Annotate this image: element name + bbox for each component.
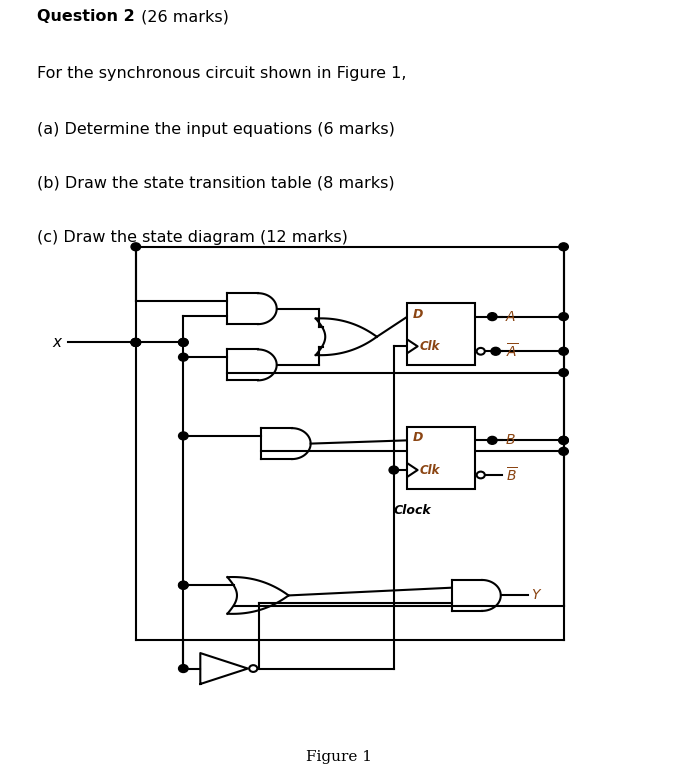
Bar [407, 303, 475, 365]
Text: $\overline{B}$: $\overline{B}$ [506, 465, 517, 484]
Circle shape [559, 437, 568, 444]
Circle shape [488, 312, 497, 320]
Circle shape [179, 353, 188, 361]
Text: Clk: Clk [420, 464, 440, 476]
Text: (a) Determine the input equations (6 marks): (a) Determine the input equations (6 mar… [37, 122, 395, 137]
Bar [407, 426, 475, 489]
Circle shape [559, 437, 568, 444]
Text: Question 2: Question 2 [37, 9, 135, 24]
Text: (b) Draw the state transition table (8 marks): (b) Draw the state transition table (8 m… [37, 176, 395, 191]
Text: x: x [52, 335, 61, 350]
Circle shape [179, 338, 188, 346]
Circle shape [249, 665, 257, 672]
Circle shape [179, 665, 188, 672]
Circle shape [131, 243, 141, 251]
Circle shape [477, 472, 485, 478]
Text: (c) Draw the state diagram (12 marks): (c) Draw the state diagram (12 marks) [37, 230, 348, 244]
Circle shape [559, 348, 568, 355]
Text: Figure 1: Figure 1 [306, 750, 373, 764]
Circle shape [131, 338, 141, 346]
Circle shape [488, 437, 497, 444]
Text: Clk: Clk [420, 340, 440, 353]
Circle shape [179, 338, 188, 346]
Circle shape [179, 432, 188, 440]
Circle shape [559, 448, 568, 455]
Circle shape [491, 348, 500, 355]
Text: $\overline{A}$: $\overline{A}$ [506, 342, 518, 360]
Text: Y: Y [531, 588, 540, 602]
Text: D: D [413, 431, 423, 444]
Text: Clock: Clock [394, 504, 432, 517]
Text: For the synchronous circuit shown in Figure 1,: For the synchronous circuit shown in Fig… [37, 66, 407, 80]
Text: A: A [506, 309, 515, 323]
Circle shape [179, 581, 188, 589]
Circle shape [477, 348, 485, 355]
Text: B: B [506, 433, 515, 448]
Text: D: D [413, 308, 423, 320]
Text: (26 marks): (26 marks) [136, 9, 229, 24]
Circle shape [559, 369, 568, 376]
Circle shape [179, 581, 188, 589]
Circle shape [559, 243, 568, 251]
Circle shape [559, 312, 568, 320]
Circle shape [131, 338, 141, 346]
Circle shape [389, 466, 399, 474]
Circle shape [131, 338, 141, 346]
